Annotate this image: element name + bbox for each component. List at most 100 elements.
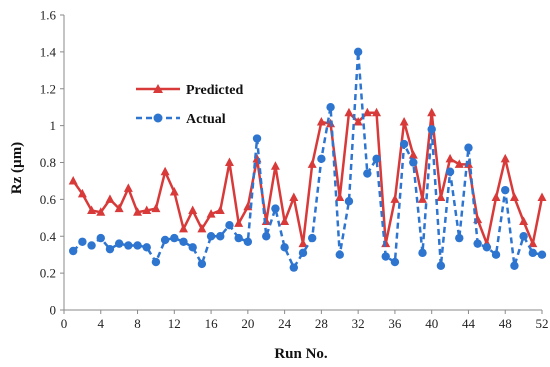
series-predicted-point	[197, 223, 207, 233]
series-actual-point	[372, 154, 381, 164]
series-predicted-point	[77, 188, 87, 198]
series-actual-point	[317, 154, 326, 164]
series-actual-point	[151, 257, 161, 267]
series-predicted-point	[519, 216, 529, 225]
x-tick-label: 20	[241, 316, 254, 331]
series-actual-point	[335, 250, 344, 259]
series-actual-point	[271, 204, 280, 213]
series-actual-point	[353, 47, 363, 57]
series-actual-point	[124, 241, 133, 250]
series-actual-point	[234, 233, 243, 243]
series-predicted-point	[454, 159, 464, 168]
series-predicted-line	[72, 111, 544, 245]
y-tick-label: 1.4	[40, 44, 57, 59]
series-predicted-point	[68, 175, 78, 185]
series-actual-point	[537, 250, 547, 259]
series-actual-point	[427, 125, 436, 134]
series-predicted-point	[509, 192, 519, 202]
series-actual-point	[289, 263, 299, 272]
series-actual-point	[96, 233, 105, 243]
series-actual-point	[280, 243, 289, 252]
series-predicted-point	[537, 192, 547, 202]
series-predicted-point	[362, 107, 372, 117]
x-axis-title: Run No.	[274, 346, 328, 362]
x-tick-label: 8	[134, 316, 141, 331]
series-predicted-point	[280, 216, 290, 225]
series-predicted-point	[224, 157, 234, 166]
x-tick-label: 4	[98, 316, 105, 331]
series-predicted-point	[289, 192, 299, 202]
x-tick-label: 32	[352, 316, 365, 331]
series-actual-point	[252, 134, 262, 143]
x-tick-label: 44	[462, 316, 476, 331]
series-predicted-point	[215, 205, 225, 214]
x-tick-label: 12	[168, 316, 181, 331]
legend-item-predicted: Predicted	[136, 83, 243, 98]
series-actual-point	[501, 185, 510, 195]
x-tick-label: 28	[315, 316, 328, 331]
series-actual-point	[133, 241, 142, 250]
series-actual-point	[326, 102, 335, 112]
series-actual-point	[206, 232, 216, 241]
series-actual-point	[445, 167, 455, 176]
tick-labels: 00.20.40.60.811.21.41.60 4 8 12 16 20 24 28 32 36…	[40, 8, 549, 332]
series-predicted-point	[491, 192, 501, 202]
series-predicted-point	[427, 107, 437, 117]
series-predicted-point	[344, 107, 354, 117]
series-predicted-point	[528, 238, 538, 248]
series-actual-point	[216, 232, 225, 241]
series-actual	[68, 47, 547, 272]
y-tick-label: 0.6	[40, 192, 57, 207]
series-predicted-point	[500, 153, 510, 163]
series-predicted-point	[372, 107, 382, 117]
series-predicted-point	[316, 116, 326, 126]
series-predicted-point	[436, 192, 446, 202]
legend-predicted-label: Predicted	[186, 83, 243, 98]
series-actual-point	[363, 169, 372, 178]
series-predicted-point	[298, 238, 308, 248]
x-tick-label: 0	[61, 316, 68, 331]
series-predicted-point	[445, 153, 455, 163]
series-actual-point	[188, 243, 197, 252]
series-predicted-point	[335, 192, 345, 202]
y-tick-label: 0.4	[40, 229, 57, 244]
series-predicted-point	[307, 159, 317, 168]
series-predicted-point	[399, 116, 409, 126]
series-predicted-point	[179, 223, 188, 233]
series-predicted	[68, 107, 547, 248]
y-tick-label: 0	[50, 303, 57, 318]
series-actual-point	[436, 261, 446, 270]
series-predicted-point	[270, 161, 280, 170]
series-predicted-point	[123, 183, 133, 192]
series-actual-point	[105, 244, 115, 254]
series-predicted-point	[142, 205, 152, 214]
series-actual-point	[225, 220, 234, 230]
x-tick-label: 52	[536, 316, 549, 331]
series-predicted-point	[418, 194, 427, 203]
series-actual-point	[399, 139, 409, 149]
series-actual-point	[455, 233, 464, 243]
series-actual-point	[491, 250, 501, 259]
series-predicted-point	[160, 166, 170, 176]
series-predicted-point	[169, 187, 179, 196]
y-tick-label: 0.8	[40, 155, 56, 170]
legend-item-actual: Actual	[136, 112, 226, 127]
x-tick-label: 36	[388, 316, 402, 331]
legend-actual-marker	[153, 113, 163, 123]
x-tick-label: 16	[205, 316, 219, 331]
x-tick-label: 40	[425, 316, 438, 331]
series-actual-point	[390, 257, 400, 267]
series-actual-point	[160, 235, 170, 245]
series-predicted-point	[96, 207, 106, 216]
series-predicted-point	[87, 205, 97, 214]
series-actual-point	[87, 241, 96, 250]
series-actual-point	[68, 246, 78, 256]
series-actual-point	[344, 197, 354, 206]
legend: Predicted Actual	[136, 83, 243, 127]
series-predicted-point	[353, 116, 363, 126]
y-tick-label: 0.2	[40, 266, 56, 281]
series-predicted-point	[151, 203, 161, 213]
y-axis-title: Rz (µm)	[9, 142, 25, 194]
series-predicted-point	[114, 203, 124, 213]
